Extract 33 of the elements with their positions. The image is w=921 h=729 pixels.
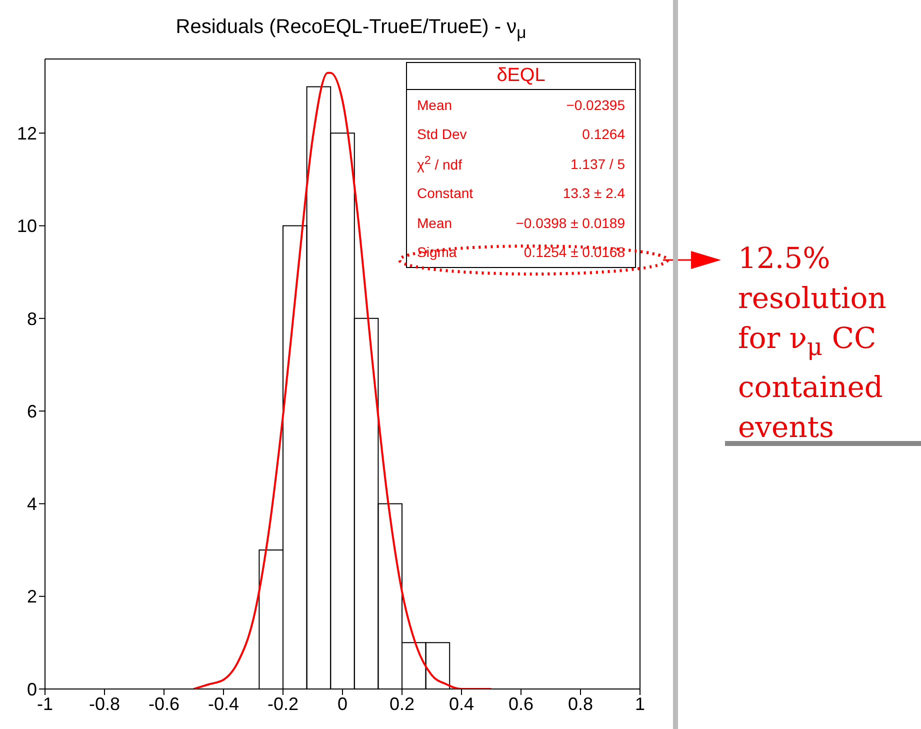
y-tick-label: 0 [26, 679, 37, 700]
annotation: Mean [417, 214, 452, 231]
x-tick-label: -1 [36, 694, 54, 714]
x-tick-label: -0.2 [267, 694, 299, 714]
annotation: 1.137 / 5 [570, 156, 625, 172]
annotation: Mean [417, 96, 452, 113]
y-tick-label: 4 [26, 494, 37, 514]
annotation: 0.1264 [582, 126, 625, 142]
y-tick-label: 6 [26, 401, 37, 422]
x-tick-label: 0.8 [568, 694, 594, 714]
x-tick-label: 0.6 [508, 694, 534, 714]
annotation: Sigma [417, 244, 457, 260]
annotation: Constant [417, 185, 474, 202]
x-tick-label: -0.8 [88, 694, 120, 714]
y-tick-label: 10 [16, 216, 37, 236]
x-tick-label: 0.2 [389, 694, 415, 714]
x-tick-label: 0 [337, 694, 348, 714]
annotation: δEQL [407, 63, 635, 90]
chart-title: Residuals (RecoEQL-TrueE/TrueE) - ν$_{μ}$ [174, 16, 528, 43]
x-tick-label: 1 [634, 694, 646, 714]
annotation: −0.02395 [566, 96, 625, 113]
annotation: −0.0398 ± 0.0189 [516, 214, 625, 231]
annotation: Std Dev [417, 126, 467, 142]
text: 12.5% resolution for ν$_{μ}$ CC contained events [738, 240, 888, 446]
line-series [192, 72, 492, 689]
x-tick-label: 0.4 [448, 694, 474, 714]
x-tick-label: -0.4 [208, 694, 240, 714]
y-tick-label: 12 [16, 124, 37, 144]
annotation: 13.3 ± 2.4 [562, 185, 625, 202]
y-tick-label: 8 [26, 308, 37, 329]
y-tick-label: 2 [26, 586, 37, 607]
x-tick-label: -0.6 [148, 694, 180, 714]
annotation: χ$^{2}$ / ndf [417, 154, 462, 174]
